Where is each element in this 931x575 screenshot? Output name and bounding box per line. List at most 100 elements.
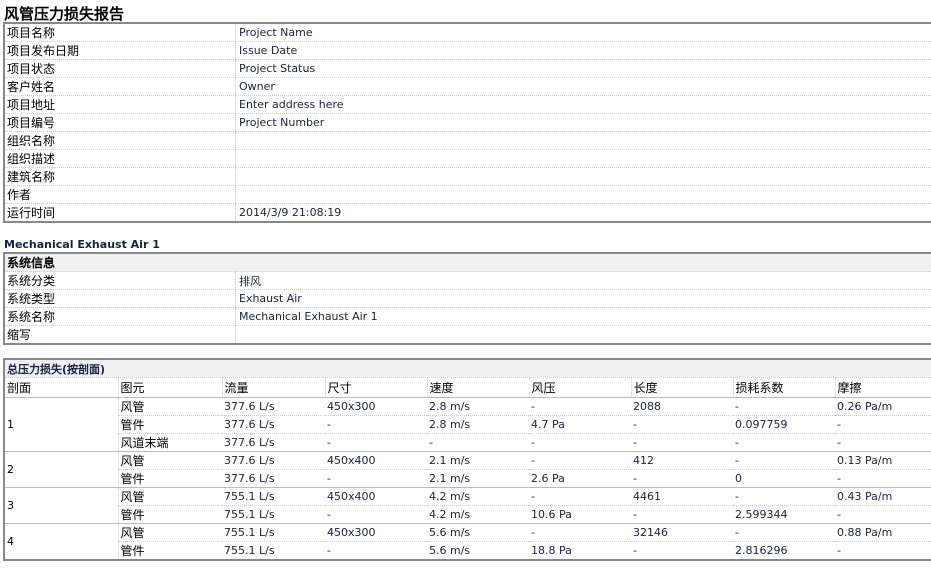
system-title: Mechanical Exhaust Air 1 [4,238,160,251]
table-cell: 4.7 Pa [529,415,631,434]
info-label: 组织描述 [4,149,236,168]
table-cell: 风管 [118,397,222,416]
info-value: 2014/3/9 21:08:19 [235,203,931,223]
system-info-table: 系统信息 系统分类 排风 系统类型 Exhaust Air 系统名称 Mechanical… [3,252,931,345]
info-label: 运行时间 [4,203,236,223]
table-cell: 0.097759 [733,415,835,434]
info-row: 项目地址 Enter address here [4,95,931,114]
table-cell: - [835,433,931,452]
table-cell: 2.816296 [733,541,835,561]
table-cell: 450x300 [325,523,427,542]
info-label: 组织名称 [4,131,236,150]
table-cell: 4.2 m/s [427,505,529,524]
system-label: 系统名称 [4,307,236,326]
table-cell: 10.6 Pa [529,505,631,524]
table-row: 管件 377.6 L/s -2.1 m/s 2.6 Pa -0- [4,469,931,488]
table-row: 2 风管 377.6 L/s 450x400 2.1 m/s -412-0.13 Pa/m [4,451,931,488]
table-cell: 377.6 L/s [222,451,325,470]
column-header: 摩擦 [835,377,931,398]
system-info-header-row: 系统信息 [4,253,931,272]
table-cell: 450x400 [325,451,427,470]
table-cell: 管件 [118,415,222,434]
report-title: 风管压力损失报告 [4,5,125,23]
info-label: 项目名称 [4,23,236,42]
info-row: 运行时间 2014/3/9 21:08:19 [4,203,931,223]
pressure-loss-table: 总压力损失(按剖面) 剖面 图元 流量 尺寸 速度 风压 长度 损耗系数 摩擦 1 风管 377.6 … [3,358,931,561]
system-row: 系统名称 Mechanical Exhaust Air 1 [4,307,931,326]
table-cell: - [631,541,733,561]
system-row: 系统类型 Exhaust Air [4,289,931,308]
table-cell: 755.1 L/s [222,523,325,542]
column-header: 损耗系数 [733,377,836,398]
info-value [235,185,931,204]
table-cell: 377.6 L/s [222,415,325,434]
pressure-loss-header-row: 总压力损失(按剖面) [4,359,931,378]
system-value: Mechanical Exhaust Air 1 [235,307,931,326]
table-cell: - [325,541,427,561]
info-row: 项目名称 Project Name [4,23,931,42]
table-cell: - [631,415,733,434]
info-label: 项目编号 [4,113,236,132]
table-cell: - [529,451,631,470]
table-cell: 4461 [631,487,733,506]
table-row: 管件 755.1 L/s -4.2 m/s 10.6 Pa -2.599344- [4,505,931,524]
table-row: 管件 755.1 L/s -5.6 m/s 18.8 Pa -2.816296- [4,541,931,561]
section-id: 1 [4,397,119,452]
table-cell: 755.1 L/s [222,541,325,561]
table-cell: - [835,469,931,488]
table-cell: - [733,487,835,506]
column-header: 流量 [222,377,326,398]
info-value: Owner [235,77,931,96]
system-value [235,325,931,345]
system-info-header: 系统信息 [4,253,931,272]
info-label: 项目地址 [4,95,236,114]
info-row: 客户姓名 Owner [4,77,931,96]
table-cell: 0 [733,469,835,488]
table-cell: 450x300 [325,397,427,416]
table-cell: - [427,433,529,452]
section-id: 2 [4,451,119,488]
table-cell: 2.6 Pa [529,469,631,488]
table-cell: 2.1 m/s [427,469,529,488]
table-cell: 0.26 Pa/m [835,397,931,416]
column-header-row: 剖面 图元 流量 尺寸 速度 风压 长度 损耗系数 摩擦 [4,377,931,398]
table-cell: - [631,505,733,524]
table-cell: 4.2 m/s [427,487,529,506]
info-label: 客户姓名 [4,77,236,96]
table-cell: - [529,523,631,542]
table-cell: 风管 [118,487,222,506]
system-row: 缩写 [4,325,931,345]
table-cell: 风管 [118,451,222,470]
table-cell: 755.1 L/s [222,487,325,506]
info-value: Project Name [235,23,931,42]
table-cell: 5.6 m/s [427,523,529,542]
info-label: 项目发布日期 [4,41,236,60]
project-info-table: 项目名称 Project Name 项目发布日期 Issue Date 项目状态 Proj… [3,22,931,223]
table-cell: 2.8 m/s [427,415,529,434]
table-cell: - [325,505,427,524]
table-row: 1 风管 377.6 L/s 450x300 2.8 m/s -2088-0.26 Pa/… [4,397,931,452]
info-label: 作者 [4,185,236,204]
table-cell: - [835,541,931,561]
table-row: 3 风管 755.1 L/s 450x400 4.2 m/s -4461-0.43 Pa/… [4,487,931,524]
table-cell: - [733,451,835,470]
table-cell: 2.1 m/s [427,451,529,470]
table-cell: 377.6 L/s [222,433,325,452]
system-value: 排风 [235,271,931,290]
table-cell: - [733,397,835,416]
info-value: Issue Date [235,41,931,60]
table-cell: - [529,397,631,416]
table-cell: 管件 [118,541,222,561]
table-cell: - [835,415,931,434]
table-cell: 管件 [118,505,222,524]
table-cell: - [631,469,733,488]
table-cell: - [733,433,835,452]
table-cell: 0.88 Pa/m [835,523,931,542]
table-cell: 377.6 L/s [222,397,325,416]
pressure-loss-header: 总压力损失(按剖面) [4,359,931,378]
table-cell: 18.8 Pa [529,541,631,561]
table-cell: 5.6 m/s [427,541,529,561]
table-row: 管件 377.6 L/s -2.8 m/s 4.7 Pa -0.097759- [4,415,931,434]
table-cell: 风道末端 [118,433,222,452]
table-row: 风道末端 377.6 L/s - - - - - - [4,433,931,452]
